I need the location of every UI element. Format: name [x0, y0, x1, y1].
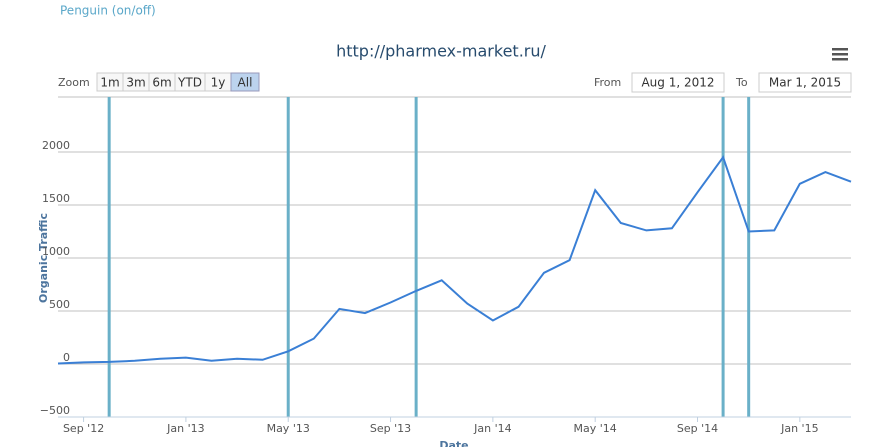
zoom-button[interactable] [230, 72, 260, 92]
x-tick-label: Sep '12 [63, 422, 104, 435]
y-tick-label: 500 [49, 298, 70, 311]
x-axis-label: Date [439, 439, 468, 447]
to-label: To [735, 76, 748, 89]
y-tick-label: 2000 [42, 139, 70, 152]
x-tick-label: Jan '15 [780, 422, 818, 435]
y-axis-label: Organic Traffic [37, 213, 50, 303]
zoom-button-label[interactable]: 3m [126, 76, 145, 90]
x-tick-label: Sep '14 [677, 422, 718, 435]
to-value[interactable]: Mar 1, 2015 [769, 76, 841, 90]
zoom-button-label[interactable]: 1m [100, 76, 119, 90]
y-tick-label: −500 [40, 404, 70, 417]
zoom-button-label[interactable]: All [238, 76, 253, 90]
penguin-toggle[interactable]: Penguin (on/off) [60, 4, 156, 18]
x-tick-label: Sep '13 [370, 422, 411, 435]
x-tick-label: May '13 [267, 422, 310, 435]
x-tick-label: Jan '14 [473, 422, 511, 435]
menu-icon[interactable] [832, 48, 848, 61]
y-tick-label: 1000 [42, 245, 70, 258]
zoom-label: Zoom [58, 76, 90, 89]
chart-title: http://pharmex-market.ru/ [336, 42, 546, 61]
from-label: From [594, 76, 621, 89]
from-value[interactable]: Aug 1, 2012 [641, 76, 714, 90]
y-tick-label: 1500 [42, 192, 70, 205]
y-tick-label: 0 [63, 351, 70, 364]
from-input[interactable] [631, 72, 725, 93]
x-tick-label: Jan '13 [166, 422, 204, 435]
to-input[interactable] [758, 72, 852, 93]
zoom-button-label[interactable]: 6m [152, 76, 171, 90]
zoom-button-label[interactable]: YTD [177, 76, 202, 90]
x-tick-label: May '14 [574, 422, 617, 435]
data-line [57, 155, 852, 365]
zoom-button-label[interactable]: 1y [211, 76, 226, 90]
